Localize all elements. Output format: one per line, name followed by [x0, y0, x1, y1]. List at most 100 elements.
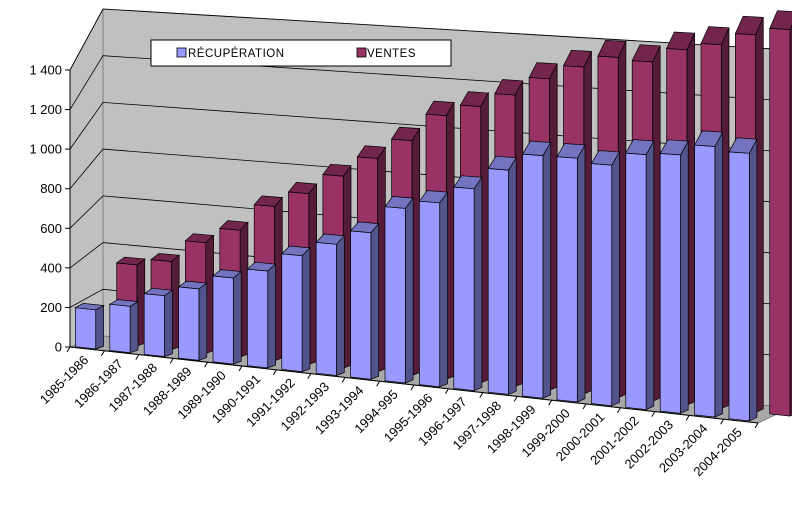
bar	[659, 139, 689, 414]
bar-top	[453, 175, 483, 190]
bar-front	[591, 163, 613, 407]
bar	[418, 190, 449, 388]
legend-label-recuperation: RÉCUPÉRATION	[188, 47, 285, 60]
x-tick	[720, 418, 725, 425]
bar-top	[556, 143, 586, 159]
x-tick	[341, 377, 346, 383]
bar-front	[109, 303, 131, 354]
bar-side	[95, 304, 104, 350]
bar-top	[143, 287, 174, 297]
bar-side	[301, 247, 311, 373]
bar-top	[631, 44, 661, 63]
bar-side	[748, 139, 758, 422]
bar-front	[75, 307, 97, 350]
y-tick-label: 400	[40, 260, 62, 275]
bar	[728, 137, 758, 422]
bar-top	[219, 220, 249, 231]
bar-front	[769, 28, 791, 417]
bar-side	[232, 270, 242, 365]
x-tick	[272, 369, 277, 376]
legend-box	[150, 39, 452, 67]
legend-swatch-ventes	[356, 47, 367, 58]
bar-top	[246, 261, 277, 272]
x-tick	[169, 358, 174, 364]
bar-top	[418, 190, 449, 204]
bar-top	[253, 195, 284, 207]
bar	[177, 280, 208, 361]
bar-side	[473, 176, 483, 392]
bar-front	[694, 144, 716, 418]
bar-front	[350, 230, 372, 380]
bar	[625, 139, 655, 411]
bar-top	[384, 196, 414, 209]
bar-top	[425, 100, 455, 116]
gridline	[69, 8, 791, 71]
bar-top	[769, 10, 792, 30]
bar	[556, 143, 586, 403]
side-wall	[69, 8, 104, 348]
bar-top	[562, 49, 593, 68]
bar-top	[315, 233, 346, 245]
bar-front	[143, 293, 165, 357]
bar	[453, 175, 483, 392]
bar-top	[390, 126, 421, 141]
x-tick	[582, 403, 587, 410]
gridline	[69, 55, 791, 110]
bar	[590, 150, 620, 407]
bar-top	[522, 140, 552, 156]
bar	[694, 130, 724, 418]
bar-top	[625, 139, 655, 155]
bar	[246, 261, 277, 369]
bar	[74, 303, 105, 350]
x-tick	[100, 350, 105, 357]
y-tick-label: 1 400	[29, 63, 62, 78]
bar-top	[734, 15, 764, 36]
y-tick-label: 200	[40, 300, 62, 315]
bar-front	[453, 186, 475, 391]
bar-top	[349, 221, 380, 234]
bar-top	[150, 253, 181, 262]
bar-top	[494, 79, 524, 96]
bar-front	[281, 253, 303, 373]
bar-top	[212, 269, 243, 279]
x-tick	[444, 388, 449, 395]
bar	[349, 221, 380, 380]
bar-top	[590, 150, 620, 166]
bar-top	[528, 62, 558, 80]
bar-side	[336, 234, 345, 377]
y-tick-label: 800	[40, 181, 62, 196]
bar	[522, 140, 552, 399]
bar-side	[508, 156, 517, 395]
bar-top	[177, 280, 208, 290]
bar-front	[728, 151, 750, 422]
x-tick	[376, 380, 381, 387]
bar	[143, 287, 174, 357]
gridline	[69, 101, 791, 153]
bar-side	[611, 150, 620, 407]
bar-front	[419, 200, 441, 388]
bar-top	[597, 39, 627, 58]
x-tick	[204, 361, 209, 368]
bar	[384, 196, 414, 384]
y-tick-label: 1 200	[29, 102, 62, 117]
bar-top	[108, 299, 140, 307]
y-axis: 0 200 400 600 800 1 000 1 200 1 400	[29, 63, 71, 355]
bar-side	[129, 300, 139, 354]
bar	[281, 245, 311, 373]
bar-top	[115, 256, 146, 266]
x-tick	[513, 396, 518, 402]
legend: RÉCUPÉRATION VENTES	[150, 39, 452, 67]
x-tick	[685, 415, 690, 421]
bar-front	[556, 156, 578, 403]
bar-top	[728, 137, 758, 154]
bar-side	[164, 289, 173, 357]
bar-top	[487, 155, 517, 171]
bar-front	[315, 242, 337, 376]
bar-top	[459, 91, 489, 107]
bar	[212, 269, 243, 365]
bar-front	[487, 168, 509, 395]
bar-side	[404, 197, 414, 384]
bar-top	[694, 130, 724, 147]
bar	[487, 155, 517, 395]
x-tick	[410, 384, 415, 391]
